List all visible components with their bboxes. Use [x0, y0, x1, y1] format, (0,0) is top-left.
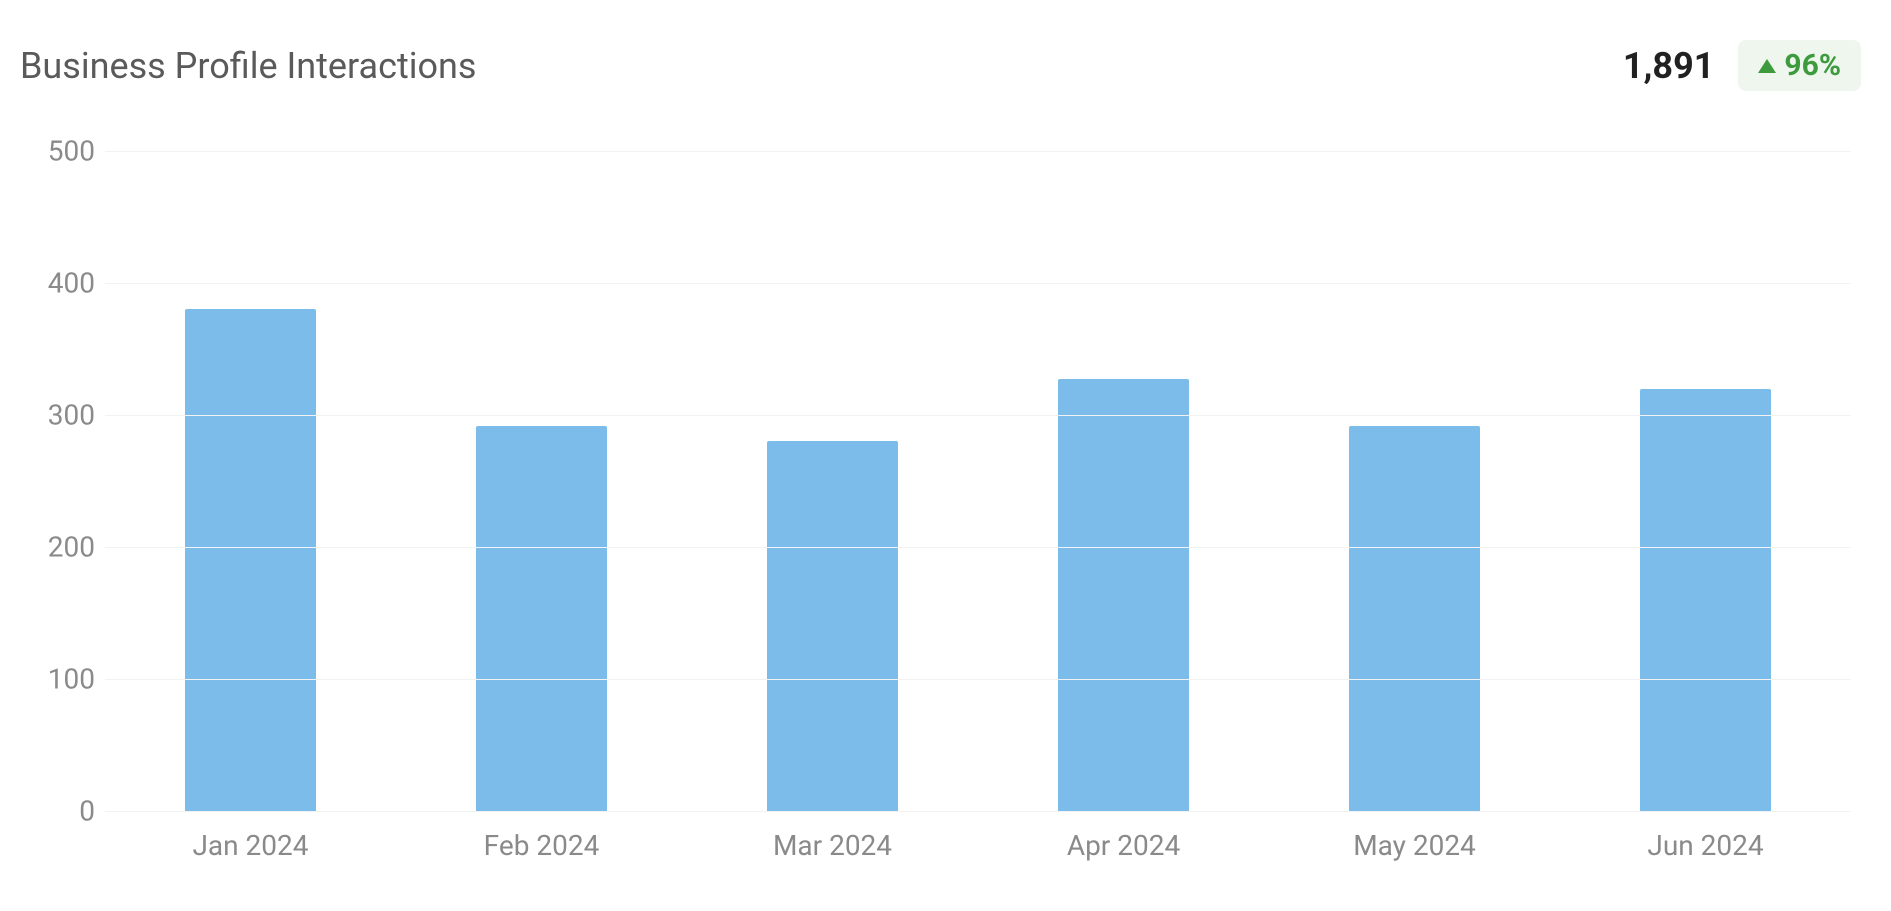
bar [185, 309, 316, 811]
change-percent: 96% [1784, 48, 1841, 83]
bar [1640, 389, 1771, 811]
chart-card: Business Profile Interactions 1,891 96% … [0, 0, 1891, 911]
gridline [105, 415, 1851, 416]
bar [1349, 426, 1480, 811]
bar-chart: Jan 2024Feb 2024Mar 2024Apr 2024May 2024… [20, 151, 1871, 871]
gridline [105, 151, 1851, 152]
gridline [105, 679, 1851, 680]
bar [476, 426, 607, 811]
bar-slot: Mar 2024 [687, 151, 978, 811]
chart-title: Business Profile Interactions [20, 45, 476, 87]
bars-container: Jan 2024Feb 2024Mar 2024Apr 2024May 2024… [105, 151, 1851, 811]
bar [767, 441, 898, 811]
x-axis-label: Jun 2024 [1647, 829, 1763, 862]
bar-slot: Apr 2024 [978, 151, 1269, 811]
caret-up-icon [1758, 59, 1776, 73]
y-axis-label: 500 [35, 135, 95, 168]
plot-area: Jan 2024Feb 2024Mar 2024Apr 2024May 2024… [105, 151, 1851, 811]
bar-slot: May 2024 [1269, 151, 1560, 811]
gridline [105, 811, 1851, 812]
chart-header: Business Profile Interactions 1,891 96% [20, 40, 1871, 91]
y-axis-label: 300 [35, 399, 95, 432]
bar [1058, 379, 1189, 811]
bar-slot: Jun 2024 [1560, 151, 1851, 811]
x-axis-label: Jan 2024 [192, 829, 308, 862]
bar-slot: Feb 2024 [396, 151, 687, 811]
x-axis-label: Feb 2024 [484, 829, 600, 862]
change-badge: 96% [1738, 40, 1861, 91]
y-axis-label: 400 [35, 267, 95, 300]
gridline [105, 283, 1851, 284]
bar-slot: Jan 2024 [105, 151, 396, 811]
x-axis-label: May 2024 [1353, 829, 1476, 862]
gridline [105, 547, 1851, 548]
chart-metrics: 1,891 96% [1623, 40, 1861, 91]
x-axis-label: Mar 2024 [773, 829, 892, 862]
y-axis-label: 200 [35, 531, 95, 564]
y-axis-label: 100 [35, 663, 95, 696]
x-axis-label: Apr 2024 [1067, 829, 1180, 862]
y-axis-label: 0 [35, 795, 95, 828]
total-value: 1,891 [1623, 45, 1714, 87]
